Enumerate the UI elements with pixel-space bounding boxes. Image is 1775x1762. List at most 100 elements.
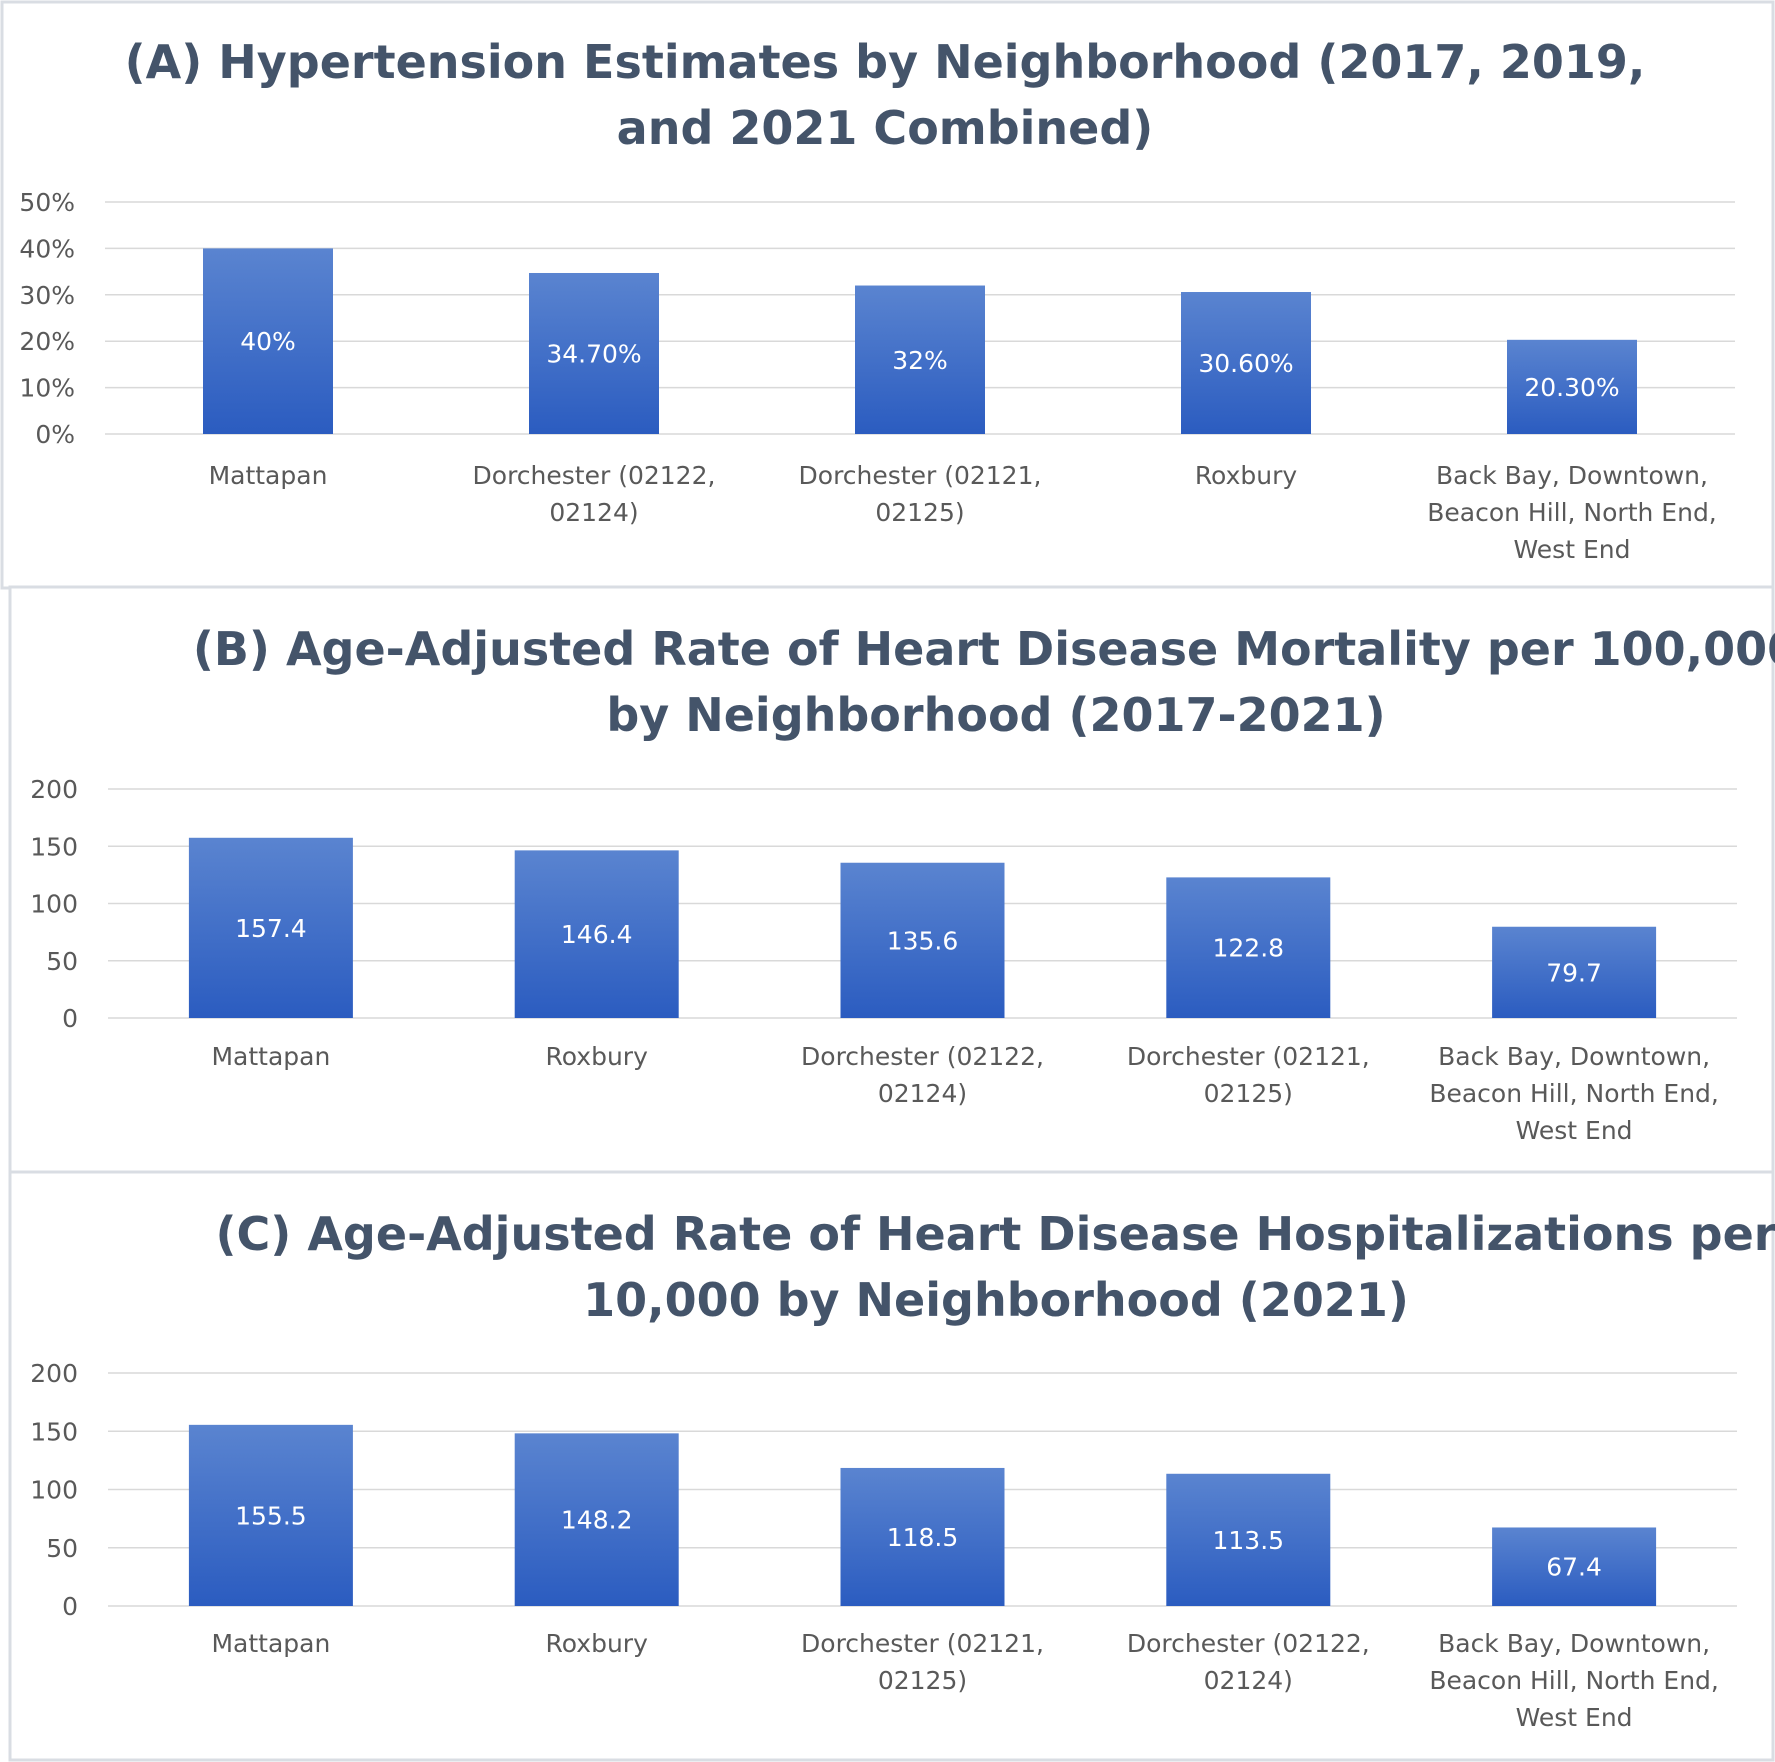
chart-c-data-label: 113.5 — [1213, 1526, 1285, 1555]
chart-c-category-line: West End — [1516, 1703, 1633, 1732]
chart-c-category-line: 02124) — [1204, 1666, 1293, 1695]
chart-c-category-line: Dorchester (02122, — [1127, 1629, 1370, 1658]
chart-c-ytick-label: 150 — [30, 1417, 78, 1446]
chart-a-ytick-label: 40% — [19, 234, 75, 263]
chart-b-ytick-label: 50 — [46, 947, 78, 976]
chart-c-ytick-label: 100 — [30, 1476, 78, 1505]
chart-b-bar — [840, 862, 1005, 1018]
chart-c-data-label: 67.4 — [1546, 1553, 1602, 1582]
chart-a-category-line: Dorchester (02122, — [473, 461, 716, 490]
chart-a-category-line: Beacon Hill, North End, — [1427, 498, 1717, 527]
chart-c-category-line: Beacon Hill, North End, — [1429, 1666, 1719, 1695]
chart-a-category-line: 02124) — [549, 498, 638, 527]
chart-b-data-label: 79.7 — [1546, 958, 1602, 987]
chart-b-category-line: Roxbury — [546, 1042, 649, 1071]
chart-b-category-line: Dorchester (02122, — [801, 1042, 1044, 1071]
chart-a-title: (A) Hypertension Estimates by Neighborho… — [125, 35, 1646, 155]
chart-a-category-line: West End — [1514, 535, 1631, 564]
chart-a-data-label: 34.70% — [546, 339, 641, 368]
chart-b-data-label: 135.6 — [887, 926, 959, 955]
chart-b-category-label: Dorchester (02122, 02124) — [801, 1042, 1044, 1108]
chart-c-category-label: Dorchester (02121, 02125) — [801, 1629, 1044, 1695]
chart-b-category-line: Dorchester (02121, — [1127, 1042, 1370, 1071]
chart-a-ytick-label: 10% — [19, 374, 75, 403]
chart-c-category-line: Roxbury — [546, 1629, 649, 1658]
chart-c-data-label: 118.5 — [887, 1523, 959, 1552]
chart-b-category-label: Mattapan — [211, 1042, 330, 1071]
chart-a-category-label: Dorchester (02121, 02125) — [799, 461, 1042, 527]
chart-a-bar — [855, 285, 985, 434]
chart-b-category-line: 02124) — [878, 1079, 967, 1108]
chart-a-bar — [529, 272, 659, 434]
chart-c-bar — [514, 1433, 679, 1606]
chart-a-category-label: Back Bay, Downtown, Beacon Hill, North En… — [1427, 461, 1717, 564]
chart-panel-c: (C) Age-Adjusted Rate of Heart Disease H… — [0, 1170, 1775, 1762]
chart-a-bar — [1507, 339, 1637, 434]
chart-b-ytick-label: 100 — [30, 890, 78, 919]
chart-a-svg: (A) Hypertension Estimates by Neighborho… — [0, 0, 1775, 590]
chart-a-title-line: (A) Hypertension Estimates by Neighborho… — [125, 35, 1646, 89]
chart-b-bar — [1166, 877, 1331, 1018]
chart-b-category-line: West End — [1516, 1116, 1633, 1145]
chart-a-data-label: 30.60% — [1198, 349, 1293, 378]
chart-c-ytick-label: 0 — [62, 1592, 78, 1621]
chart-c-ytick-label: 200 — [30, 1359, 78, 1388]
chart-a-bar — [203, 248, 333, 434]
chart-panel-b: (B) Age-Adjusted Rate of Heart Disease M… — [0, 585, 1775, 1175]
chart-a-category-line: Mattapan — [209, 461, 328, 490]
chart-b-category-line: Back Bay, Downtown, — [1438, 1042, 1710, 1071]
chart-c-category-line: 02125) — [878, 1666, 967, 1695]
chart-a-ytick-label: 20% — [19, 327, 75, 356]
chart-a-bar — [1181, 292, 1311, 434]
chart-c-bar — [188, 1424, 353, 1606]
chart-a-ytick-label: 30% — [19, 281, 75, 310]
chart-b-category-line: Mattapan — [211, 1042, 330, 1071]
chart-b-data-label: 157.4 — [235, 914, 307, 943]
chart-b-ytick-label: 200 — [30, 775, 78, 804]
chart-b-category-label: Back Bay, Downtown, Beacon Hill, North En… — [1429, 1042, 1719, 1145]
chart-b-category-label: Roxbury — [546, 1042, 649, 1071]
chart-c-category-line: Back Bay, Downtown, — [1438, 1629, 1710, 1658]
chart-b-data-label: 122.8 — [1213, 934, 1285, 963]
chart-c-bar — [1166, 1473, 1331, 1606]
chart-a-ytick-label: 50% — [19, 188, 75, 217]
chart-c-bar — [1492, 1527, 1657, 1606]
chart-a-data-label: 32% — [892, 346, 948, 375]
chart-a-ytick-label: 0% — [35, 420, 75, 449]
chart-b-ytick-label: 0 — [62, 1004, 78, 1033]
chart-b-title-line: by Neighborhood (2017-2021) — [606, 688, 1385, 742]
chart-a-category-label: Mattapan — [209, 461, 328, 490]
chart-c-category-label: Dorchester (02122, 02124) — [1127, 1629, 1370, 1695]
chart-a-category-line: 02125) — [875, 498, 964, 527]
chart-c-category-label: Mattapan — [211, 1629, 330, 1658]
chart-a-category-line: Back Bay, Downtown, — [1436, 461, 1708, 490]
chart-c-data-label: 155.5 — [235, 1501, 307, 1530]
chart-c-category-line: Mattapan — [211, 1629, 330, 1658]
chart-c-ytick-label: 50 — [46, 1534, 78, 1563]
chart-b-category-line: 02125) — [1204, 1079, 1293, 1108]
chart-a-data-label: 20.30% — [1524, 373, 1619, 402]
chart-a-category-label: Dorchester (02122, 02124) — [473, 461, 716, 527]
chart-b-bar — [1492, 926, 1657, 1018]
chart-b-ytick-label: 150 — [30, 832, 78, 861]
chart-c-title-line: 10,000 by Neighborhood (2021) — [583, 1273, 1409, 1327]
chart-b-category-label: Dorchester (02121, 02125) — [1127, 1042, 1370, 1108]
chart-c-category-label: Roxbury — [546, 1629, 649, 1658]
chart-a-data-label: 40% — [240, 327, 296, 356]
chart-b-title: (B) Age-Adjusted Rate of Heart Disease M… — [193, 622, 1775, 742]
chart-a-category-line: Roxbury — [1195, 461, 1298, 490]
chart-a-title-line: and 2021 Combined) — [617, 101, 1154, 155]
chart-b-bar — [188, 837, 353, 1018]
chart-c-category-label: Back Bay, Downtown, Beacon Hill, North En… — [1429, 1629, 1719, 1732]
chart-c-svg: (C) Age-Adjusted Rate of Heart Disease H… — [8, 1170, 1775, 1762]
chart-c-category-line: Dorchester (02121, — [801, 1629, 1044, 1658]
chart-b-category-line: Beacon Hill, North End, — [1429, 1079, 1719, 1108]
chart-c-data-label: 148.2 — [561, 1506, 633, 1535]
chart-b-title-line: (B) Age-Adjusted Rate of Heart Disease M… — [193, 622, 1775, 676]
chart-a-category-label: Roxbury — [1195, 461, 1298, 490]
chart-c-title-line: (C) Age-Adjusted Rate of Heart Disease H… — [216, 1207, 1775, 1261]
chart-c-bar — [840, 1467, 1005, 1606]
chart-b-bar — [514, 850, 679, 1018]
chart-c-title: (C) Age-Adjusted Rate of Heart Disease H… — [216, 1207, 1775, 1327]
chart-b-svg: (B) Age-Adjusted Rate of Heart Disease M… — [8, 585, 1775, 1175]
